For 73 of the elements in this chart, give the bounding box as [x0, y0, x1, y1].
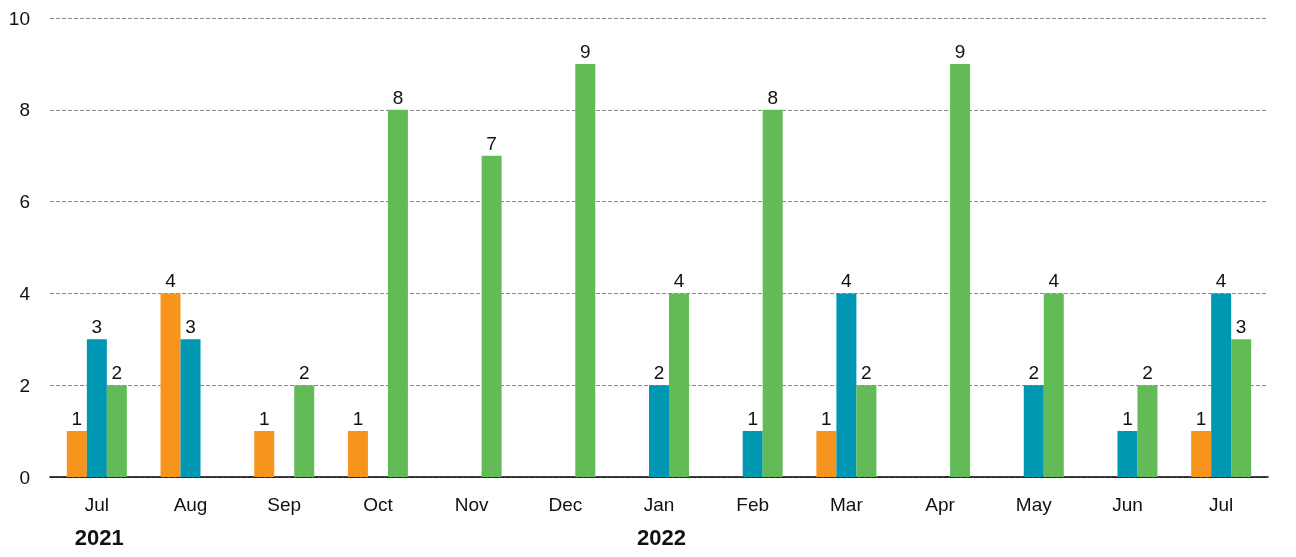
bar — [86, 339, 107, 477]
data-label: 9 — [580, 40, 591, 62]
bar — [160, 293, 181, 477]
bar — [66, 431, 87, 477]
bar — [649, 385, 669, 477]
data-label: 1 — [1195, 408, 1207, 430]
bar — [816, 431, 837, 477]
data-label: 1 — [71, 408, 83, 430]
bar — [481, 155, 502, 477]
data-label: 1 — [821, 408, 832, 430]
y-tick-label: 0 — [19, 466, 30, 488]
x-tick-label: Jul — [1209, 494, 1234, 515]
x-tick-label: Apr — [925, 494, 956, 515]
bar — [387, 109, 408, 477]
data-label: 1 — [258, 408, 270, 430]
data-label: 2 — [298, 362, 310, 384]
bar — [575, 63, 596, 477]
data-label: 2 — [111, 362, 123, 384]
bar — [294, 385, 315, 477]
x-tick-label: Dec — [548, 494, 583, 515]
data-label: 3 — [1235, 316, 1247, 338]
x-tick-label: Jul — [84, 494, 109, 515]
data-label: 4 — [673, 270, 685, 292]
bar — [1231, 339, 1252, 477]
bar — [950, 63, 971, 477]
data-label: 2 — [653, 362, 665, 384]
bar — [836, 293, 857, 477]
data-label: 9 — [954, 40, 966, 62]
x-tick-label: Feb — [736, 494, 770, 515]
bar — [106, 385, 127, 477]
y-tick-label: 2 — [19, 374, 30, 396]
data-label: 4 — [1048, 270, 1060, 292]
x-tick-label: Mar — [830, 494, 864, 515]
data-label: 3 — [91, 316, 103, 338]
x-tick-label: Nov — [454, 494, 490, 515]
bar — [1023, 385, 1044, 477]
bar — [1117, 431, 1138, 477]
y-tick-label: 8 — [19, 99, 30, 121]
data-label: 2 — [1028, 362, 1040, 384]
data-label: 4 — [1215, 270, 1227, 292]
data-label: 8 — [767, 86, 778, 108]
data-label: 8 — [392, 86, 404, 108]
bar — [762, 109, 783, 477]
x-tick-label: Oct — [363, 494, 394, 515]
data-label: 1 — [352, 408, 364, 430]
data-label: 2 — [1142, 362, 1153, 384]
data-label: 7 — [486, 132, 497, 154]
bar — [856, 385, 877, 477]
data-label: 1 — [1122, 408, 1133, 430]
data-label: 2 — [861, 362, 872, 384]
bar — [742, 431, 763, 477]
bar — [1191, 431, 1212, 477]
bar — [1043, 293, 1064, 477]
data-label: 3 — [185, 316, 196, 338]
data-label: 1 — [747, 408, 758, 430]
bar — [1211, 293, 1232, 477]
x-tick-label: May — [1015, 494, 1053, 515]
bar — [180, 339, 201, 477]
data-label: 4 — [841, 270, 853, 292]
bar — [254, 431, 275, 477]
y-tick-label: 4 — [19, 282, 31, 304]
x-tick-label: Sep — [267, 494, 302, 515]
y-tick-label: 6 — [19, 191, 30, 213]
text: 2022 — [637, 524, 686, 550]
text: 2021 — [74, 524, 124, 550]
x-tick-label: Jun — [1112, 494, 1143, 515]
data-label: 4 — [165, 270, 177, 292]
bar — [669, 293, 689, 477]
x-tick-label: Jan — [643, 494, 675, 515]
bar — [1137, 385, 1158, 477]
y-tick-label: 10 — [8, 7, 30, 29]
bar — [347, 431, 368, 477]
x-tick-label: Aug — [173, 494, 208, 515]
